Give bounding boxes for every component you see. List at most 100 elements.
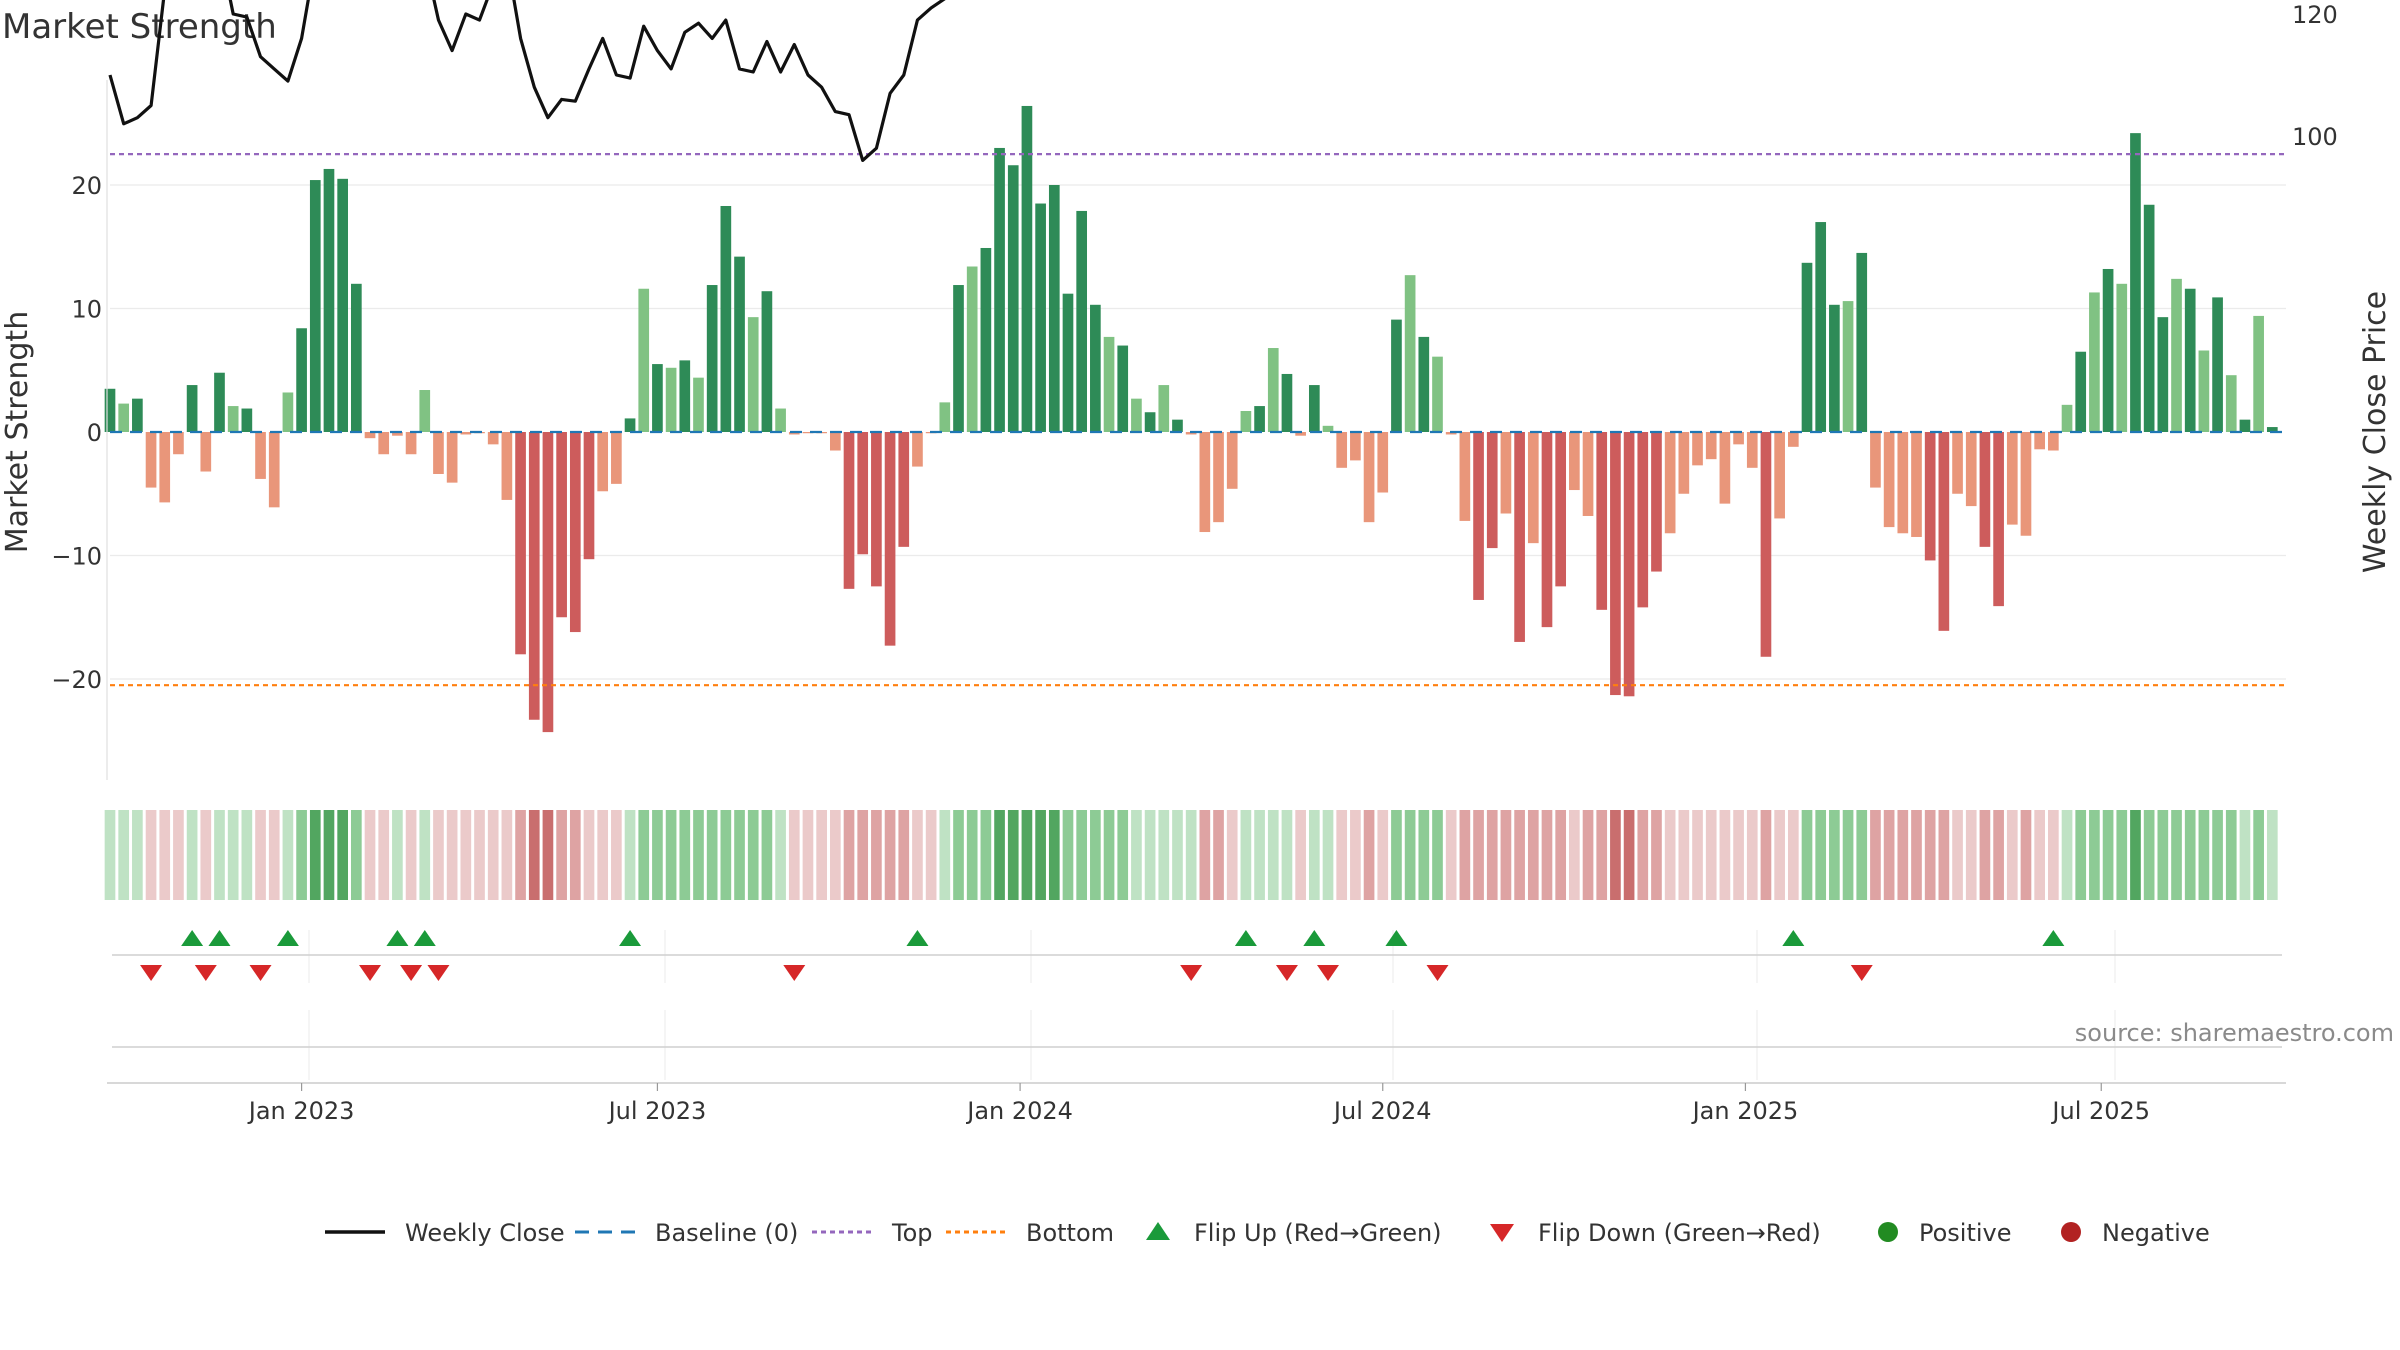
right-y-tick: 120 <box>2292 1 2338 29</box>
strength-bar <box>2130 133 2141 432</box>
heat-strip-cell <box>2157 810 2169 900</box>
heat-strip-cell <box>1719 810 1731 900</box>
strength-bar <box>1445 432 1457 435</box>
flip-up-marker <box>1234 930 1257 946</box>
heat-strip-cell <box>268 810 280 900</box>
heat-strip-cell <box>2034 810 2045 900</box>
heat-strip-cell <box>966 810 978 900</box>
strength-bar <box>1090 304 1101 432</box>
heat-strip-cell <box>186 810 198 900</box>
strength-bar <box>2061 404 2073 432</box>
heat-strip-cell <box>1213 810 1224 900</box>
strength-bar <box>1418 336 1430 432</box>
legend-label: Baseline (0) <box>655 1219 798 1247</box>
strength-bar <box>1144 412 1156 432</box>
heat-strip-cell <box>1432 810 1443 900</box>
strength-bar <box>1473 432 1484 600</box>
strength-bar <box>1870 432 1881 488</box>
strength-bar <box>953 285 964 432</box>
heat-strip-cell <box>734 810 745 900</box>
strength-bar <box>693 377 704 432</box>
strength-bar <box>2253 315 2264 432</box>
heat-strip-cell <box>1240 810 1252 900</box>
heat-strip-cell <box>843 810 855 900</box>
strength-bar <box>460 432 472 435</box>
strength-bar <box>1719 432 1731 504</box>
heat-strip-cell <box>501 810 513 900</box>
strength-bar <box>186 385 198 432</box>
strength-bar <box>1678 432 1690 494</box>
strength-bar <box>1965 432 1977 507</box>
strength-bar <box>1651 432 1662 572</box>
heat-strip-cell <box>1555 810 1567 900</box>
heat-strip-cell <box>1391 810 1402 900</box>
strength-bar <box>1199 432 1211 533</box>
strength-bar <box>706 285 718 432</box>
strength-bar <box>1172 419 1183 432</box>
strength-bar <box>898 432 910 547</box>
strength-bar <box>104 388 116 432</box>
strength-bar <box>1596 432 1608 610</box>
heat-strip-cell <box>583 810 595 900</box>
heat-strip-cell <box>1062 810 1074 900</box>
strength-bar <box>1993 432 2004 607</box>
heat-strip-cell <box>857 810 869 900</box>
strength-bar <box>2006 432 2018 525</box>
heat-strip-cell <box>1418 810 1430 900</box>
weekly-close-line-group <box>108 0 946 162</box>
axes: −20−1002010100120140160180200 <box>51 1 2338 780</box>
heat-strip-cell <box>1308 810 1320 900</box>
heat-strip-cell <box>173 810 184 900</box>
flip-down-marker <box>1850 965 1873 981</box>
heat-strip-cell <box>132 810 143 900</box>
heat-strip-cell <box>296 810 307 900</box>
legend-label: Weekly Close <box>405 1219 565 1247</box>
strength-bar <box>378 432 390 455</box>
weekly-close-line <box>108 0 946 162</box>
flip-down-marker <box>783 965 806 981</box>
heat-strip-cell <box>1377 810 1389 900</box>
heat-strip-cell <box>1993 810 2004 900</box>
gridlines <box>110 184 2286 680</box>
heat-strip-cell <box>2171 810 2182 900</box>
heat-strip-cell <box>1076 810 1088 900</box>
heat-strip-cell <box>802 810 814 900</box>
heat-strip-cell <box>419 810 431 900</box>
heat-strip-cell <box>446 810 458 900</box>
heat-strip-cell <box>2116 810 2128 900</box>
strength-bar <box>788 432 800 435</box>
left-y-tick: 0 <box>87 419 102 447</box>
chart-title: Market Strength <box>2 7 277 47</box>
heat-strip-cell <box>2198 810 2210 900</box>
strength-bar <box>1486 432 1498 549</box>
strength-bar <box>1021 105 1033 433</box>
strength-bar <box>720 205 732 432</box>
strength-bar <box>528 432 540 720</box>
heat-strip-cell <box>816 810 827 900</box>
heat-strip-cell <box>104 810 116 900</box>
heat-strip-cell <box>1883 810 1895 900</box>
heat-strip-cell <box>2184 810 2196 900</box>
legend-swatch-negative <box>2061 1222 2081 1242</box>
strength-bar <box>1350 432 1361 461</box>
strength-bar <box>1377 432 1389 493</box>
strength-bar <box>282 392 294 432</box>
heat-strip-cell <box>1117 810 1129 900</box>
strength-bar <box>1062 293 1074 432</box>
heat-strip-cell <box>1678 810 1690 900</box>
heat-strip-cell <box>2212 810 2223 900</box>
flip-down-marker <box>194 965 217 981</box>
heat-strip-cell <box>1445 810 1457 900</box>
strength-bar <box>994 147 1005 432</box>
strength-bar <box>775 408 786 432</box>
heat-strip-cell <box>323 810 335 900</box>
heat-strip-cell <box>1733 810 1744 900</box>
flip-up-marker <box>413 930 436 946</box>
heat-strip-cell <box>1363 810 1375 900</box>
strength-bar <box>1897 432 1909 534</box>
strength-bar <box>829 432 841 451</box>
strength-bar <box>1582 432 1594 516</box>
strength-bar <box>364 432 376 439</box>
heat-strip-cell <box>309 810 321 900</box>
